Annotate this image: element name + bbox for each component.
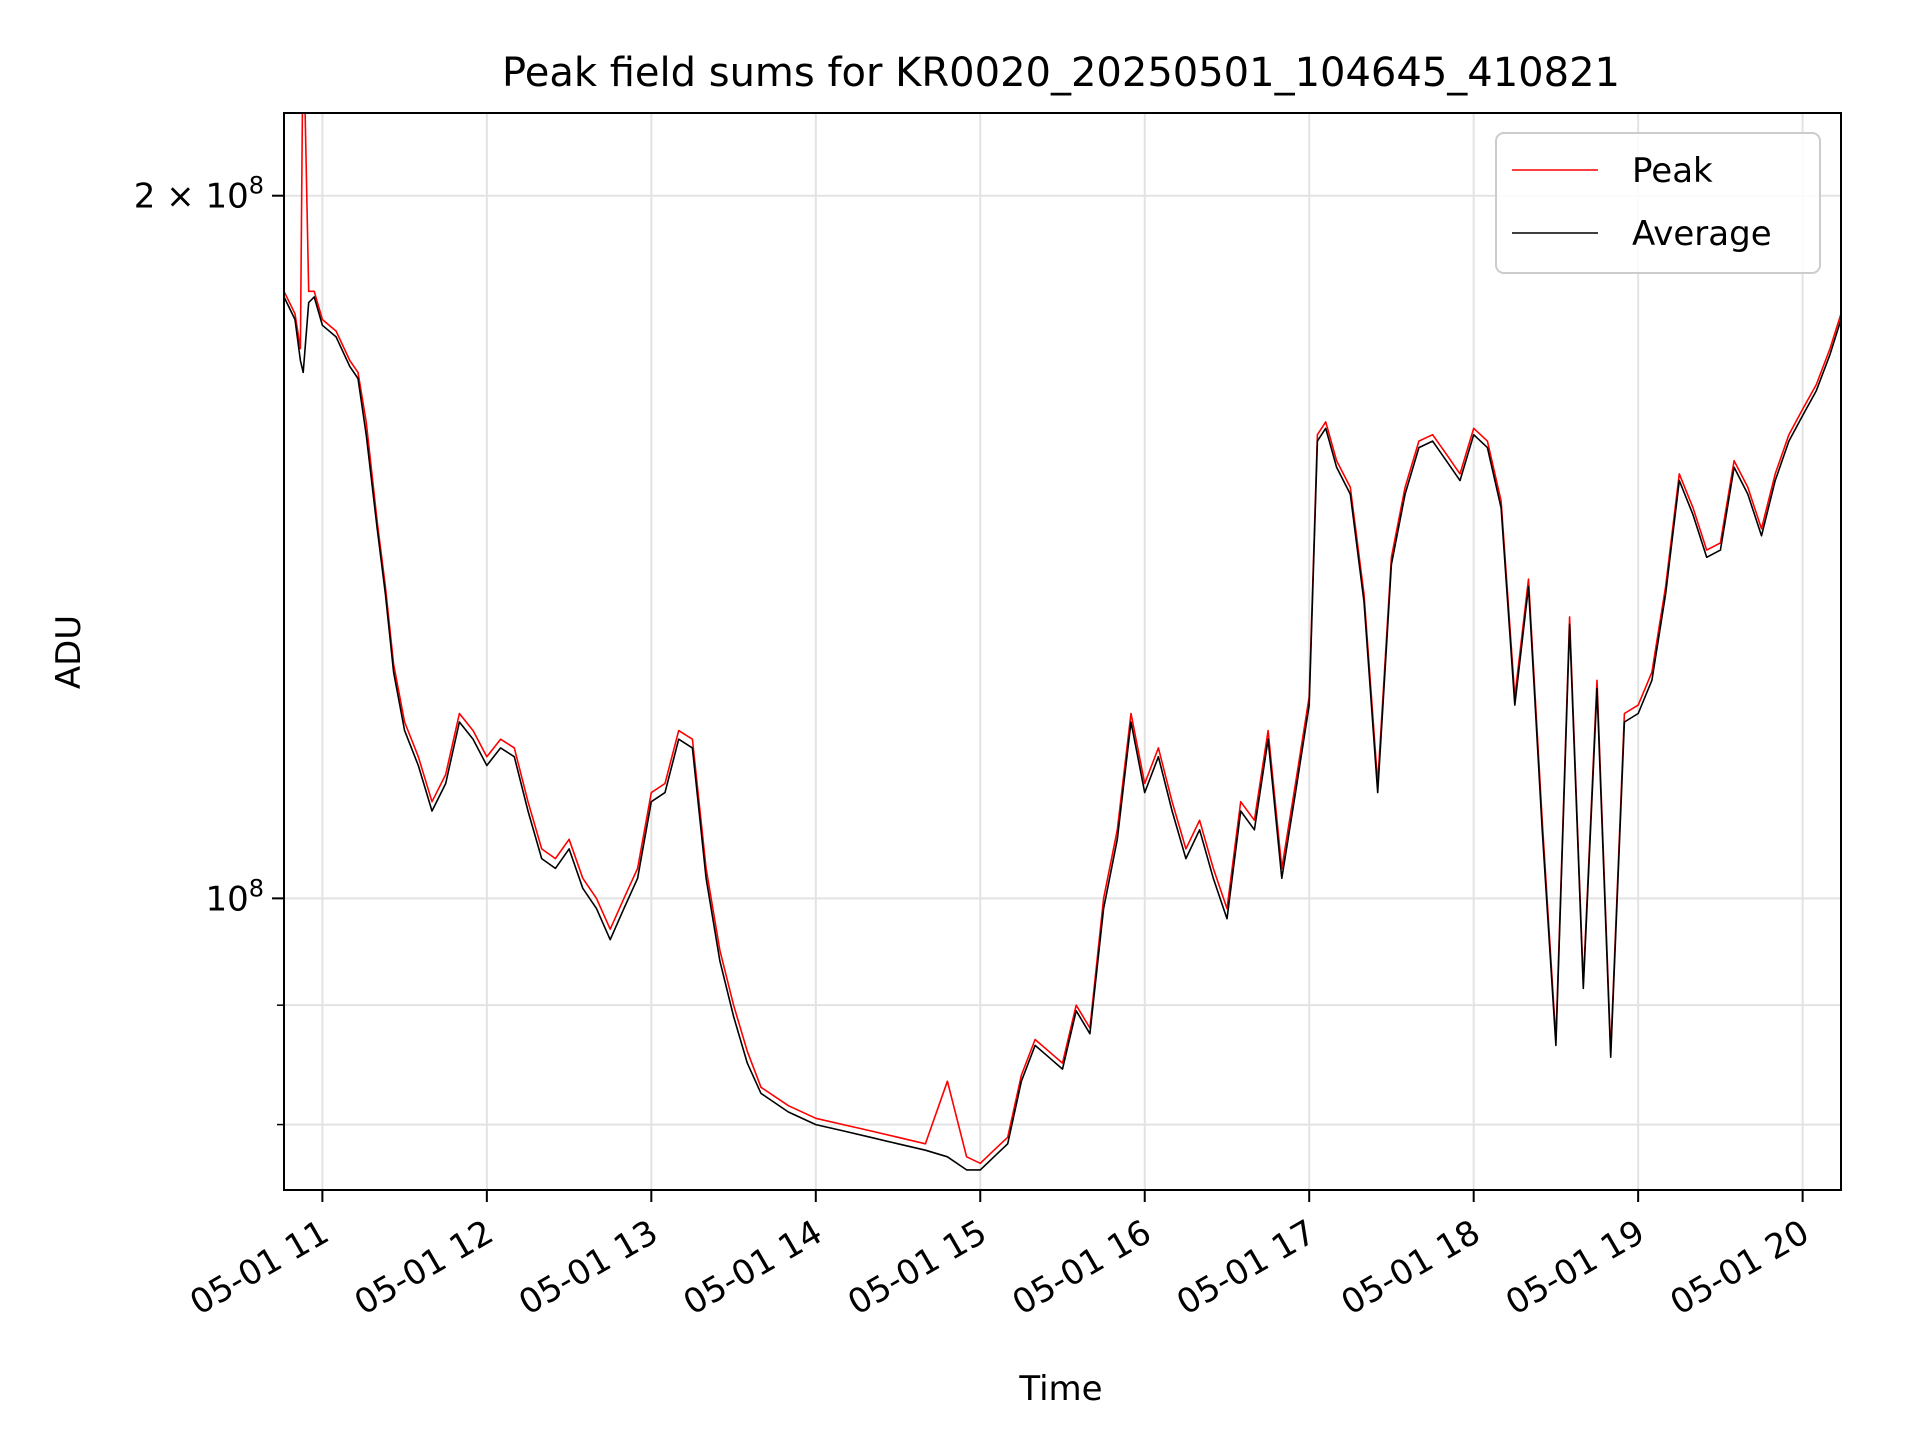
series-lines	[284, 113, 1841, 1171]
legend-box	[1495, 132, 1821, 274]
y-axis-label: ADU	[49, 615, 89, 689]
x-axis-label: Time	[1018, 1369, 1102, 1409]
grid-lines	[284, 113, 1841, 1190]
y-axis: 108 2 × 108	[134, 172, 284, 1126]
chart-title: Peak field sums for KR0020_20250501_1046…	[502, 50, 1620, 96]
legend-label-peak: Peak	[1632, 151, 1713, 191]
legend: Peak Average	[1495, 132, 1821, 274]
legend-label-average: Average	[1632, 214, 1772, 254]
plot-frame	[283, 112, 1842, 1191]
y-tick-label: 108	[205, 874, 264, 919]
y-tick-label: 2 × 108	[134, 172, 264, 217]
series-line-average	[284, 296, 1841, 1171]
